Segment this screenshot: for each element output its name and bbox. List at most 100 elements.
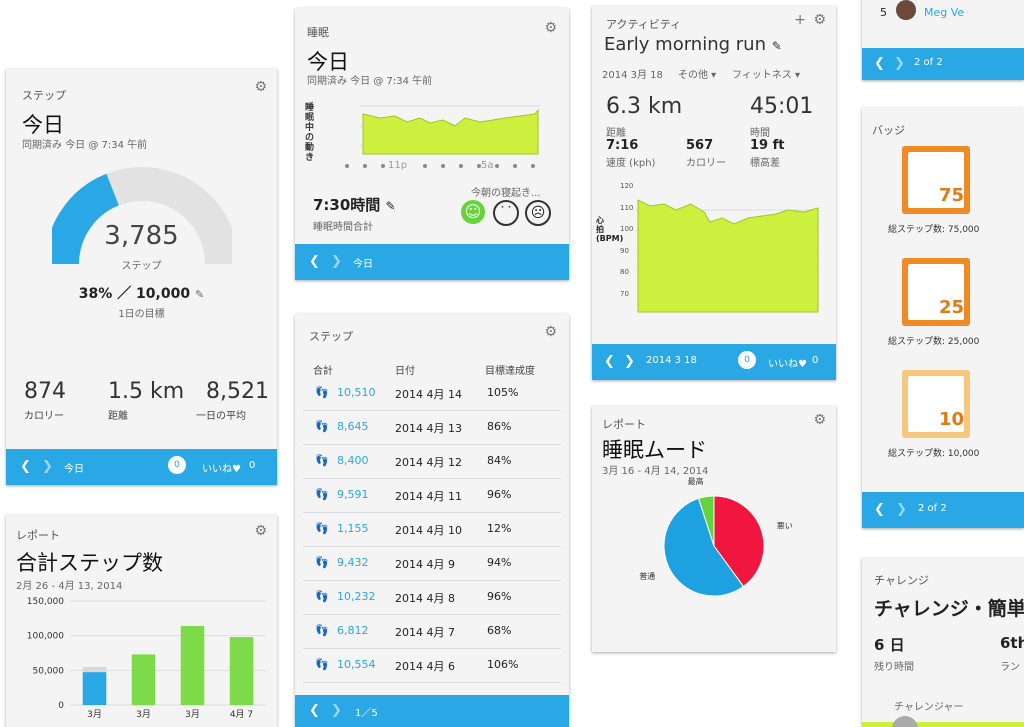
table-row[interactable]: 👣 1,155 2014 4月 10 12%: [303, 512, 561, 547]
steps-bar-chart: 150,000 100,000 50,000 0 3月 3月 3月 4月 7: [27, 597, 266, 720]
table-row[interactable]: 👣 8,400 2014 4月 12 84%: [303, 444, 561, 479]
pencil-icon[interactable]: ✎: [194, 288, 205, 301]
category-dropdown[interactable]: フィットネス ▾: [732, 70, 801, 81]
avatar[interactable]: [892, 716, 918, 727]
col-header-goal[interactable]: 目標達成度: [485, 366, 535, 377]
cell-total[interactable]: 9,432: [337, 556, 369, 569]
pie-label: 悪い: [777, 522, 793, 531]
pie-slice[interactable]: [713, 495, 765, 588]
gear-icon[interactable]: ⚙: [544, 20, 557, 36]
badge-icon[interactable]: 25: [902, 258, 970, 326]
prev-arrow-icon[interactable]: ❮: [874, 56, 885, 71]
prev-arrow-icon[interactable]: ❮: [20, 459, 31, 474]
footer-date: 2014 3 18: [646, 355, 697, 366]
cell-total[interactable]: 10,554: [337, 658, 376, 671]
bar[interactable]: [131, 654, 156, 705]
pencil-icon[interactable]: ✎: [385, 199, 396, 213]
cell-total[interactable]: 10,510: [337, 386, 376, 399]
cell-date: 2014 4月 13: [395, 422, 462, 435]
next-arrow-icon[interactable]: ❯: [896, 502, 907, 517]
comment-icon[interactable]: 0: [168, 456, 186, 474]
like-count: 0: [249, 460, 256, 471]
report-heading: 睡眠ムード: [602, 438, 707, 462]
pie-slice[interactable]: [663, 497, 745, 597]
stat-distance-label: 距離: [108, 411, 128, 422]
like-button[interactable]: いいね♥: [202, 464, 241, 475]
activity-date: 2014 3月 18: [602, 70, 663, 81]
pencil-icon[interactable]: ✎: [771, 39, 782, 53]
pie-slice[interactable]: [697, 495, 715, 547]
type-dropdown[interactable]: その他 ▾: [678, 70, 717, 81]
cell-total[interactable]: 9,591: [337, 488, 369, 501]
x-tick: 5a: [481, 160, 494, 171]
table-row[interactable]: 👣 9,432 2014 4月 9 94%: [303, 546, 561, 581]
cell-total[interactable]: 8,645: [337, 420, 369, 433]
like-count: 0: [812, 355, 819, 366]
cell-total[interactable]: 6,812: [337, 624, 369, 637]
cell-date: 2014 4月 10: [395, 524, 462, 537]
mood-neutral-icon[interactable]: ˙˙: [493, 200, 519, 226]
bar[interactable]: [82, 672, 107, 705]
table-row[interactable]: 👣 10,232 2014 4月 8 96%: [303, 580, 561, 615]
table-row[interactable]: 👣 8,645 2014 4月 13 86%: [303, 410, 561, 445]
duration-text: 7:30時間: [313, 196, 381, 214]
leader-name[interactable]: Meg Ve: [924, 6, 965, 19]
gear-icon[interactable]: ⚙: [254, 523, 267, 539]
next-arrow-icon[interactable]: ❯: [331, 703, 342, 718]
gear-icon[interactable]: ⚙: [813, 12, 826, 28]
prev-arrow-icon[interactable]: ❮: [604, 354, 615, 369]
bar[interactable]: [180, 625, 205, 705]
card-title: バッジ: [872, 124, 905, 137]
pager: 2 of 2: [914, 57, 943, 68]
card-title: 睡眠: [307, 26, 329, 39]
cell-total[interactable]: 1,155: [337, 522, 369, 535]
time-label: 時間: [750, 128, 770, 139]
prev-arrow-icon[interactable]: ❮: [309, 703, 320, 718]
challenger-label: チャレンジャー: [894, 702, 964, 713]
goal-line[interactable]: 38% ／ 10,000 ✎: [6, 283, 277, 303]
pie-label: 普通: [639, 571, 655, 581]
bar[interactable]: [229, 637, 254, 705]
badge-icon[interactable]: 10: [902, 370, 970, 438]
steps-icon: 👣: [315, 624, 329, 637]
y-tick: 80: [620, 268, 629, 276]
badge-number: 25: [938, 297, 964, 318]
next-arrow-icon[interactable]: ❯: [624, 354, 635, 369]
gear-icon[interactable]: ⚙: [254, 79, 267, 95]
avatar[interactable]: [896, 0, 916, 20]
like-button[interactable]: いいね♥: [768, 359, 807, 370]
gear-icon[interactable]: ⚙: [544, 324, 557, 340]
steps-icon: 👣: [315, 386, 329, 399]
prev-arrow-icon[interactable]: ❮: [309, 254, 320, 269]
next-arrow-icon[interactable]: ❯: [42, 459, 53, 474]
col-header-date[interactable]: 日付: [395, 366, 415, 377]
card-title: レポート: [602, 418, 646, 431]
cell-total[interactable]: 8,400: [337, 454, 369, 467]
card-title: ステップ: [22, 89, 66, 102]
cell-total[interactable]: 10,232: [337, 590, 376, 603]
add-icon[interactable]: +: [794, 12, 806, 28]
table-row[interactable]: 👣 10,510 2014 4月 14 105%: [303, 376, 561, 411]
mood-sad-icon[interactable]: ☹: [525, 200, 551, 226]
activity-name[interactable]: Early morning run ✎: [604, 34, 782, 55]
prev-arrow-icon[interactable]: ❮: [874, 502, 885, 517]
mood-happy-icon[interactable]: ☺: [461, 200, 485, 224]
elev-value: 19 ft: [750, 138, 785, 153]
gear-icon[interactable]: ⚙: [813, 412, 826, 428]
sleep-duration[interactable]: 7:30時間 ✎: [313, 194, 396, 215]
comment-icon[interactable]: 0: [738, 351, 756, 369]
table-row[interactable]: 👣 6,812 2014 4月 7 68%: [303, 614, 561, 649]
stat-average-label: 一日の平均: [196, 411, 246, 422]
y-tick-label: 50,000: [33, 666, 65, 676]
speed-label: 速度 (kph): [606, 158, 656, 169]
y-tick-label: 150,000: [27, 597, 64, 607]
badge-icon[interactable]: 75: [902, 146, 970, 214]
next-arrow-icon[interactable]: ❯: [331, 254, 342, 269]
y-tick: 100: [620, 225, 634, 233]
next-arrow-icon[interactable]: ❯: [894, 56, 905, 71]
table-row[interactable]: 👣 10,554 2014 4月 6 106%: [303, 648, 561, 683]
col-header-total[interactable]: 合計: [313, 366, 333, 377]
card-footer: ❮ ❯ 2014 3 18 0 いいね♥ 0: [592, 344, 836, 380]
card-footer: ❮ ❯ 今日 0 いいね♥ 0: [6, 449, 277, 485]
table-row[interactable]: 👣 9,591 2014 4月 11 96%: [303, 478, 561, 513]
